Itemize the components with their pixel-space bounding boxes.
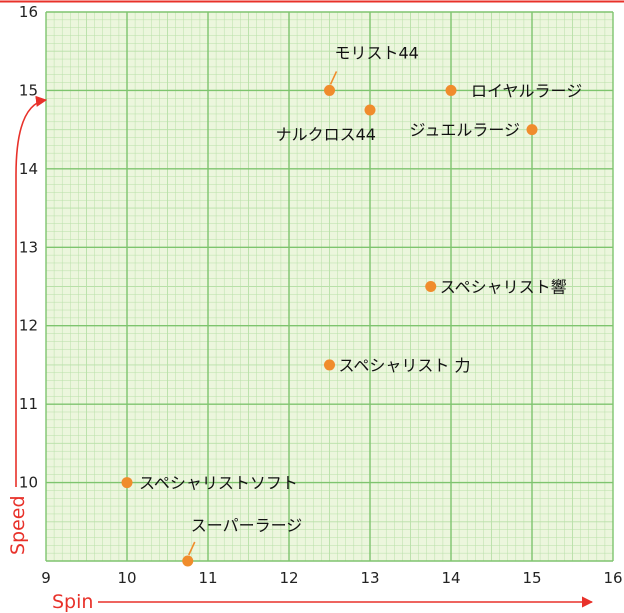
- point-label: ナルクロス44: [276, 125, 376, 144]
- data-point: [425, 281, 437, 292]
- y-tick-label: 10: [19, 474, 38, 492]
- point-label: スペシャリストソフト: [139, 474, 298, 493]
- x-tick-label: 13: [360, 569, 379, 587]
- y-axis-ticks: 16 15 14 13 12 11 10: [19, 3, 38, 492]
- minor-gridlines: [46, 12, 613, 561]
- point-label: スーパーラージ: [191, 516, 303, 535]
- y-tick-label: 15: [19, 81, 38, 99]
- data-point: [526, 124, 538, 136]
- x-axis-ticks: 9 10 11 12 13 14 15 16: [41, 569, 622, 587]
- y-tick-label: 11: [19, 395, 38, 413]
- x-tick-label: 10: [117, 569, 136, 587]
- data-point: [324, 84, 335, 96]
- y-tick-label: 16: [19, 3, 38, 21]
- data-point: [121, 477, 133, 489]
- point-label: ロイヤルラージ: [471, 81, 582, 100]
- y-tick-label: 12: [19, 317, 38, 335]
- y-tick-label: 14: [19, 160, 38, 178]
- data-points: [121, 84, 538, 567]
- x-axis-title: Spin: [52, 591, 93, 613]
- x-tick-label: 9: [41, 569, 51, 587]
- x-tick-label: 14: [441, 569, 460, 587]
- x-tick-label: 12: [279, 569, 298, 587]
- y-tick-label: 13: [19, 238, 38, 256]
- point-label: モリスト44: [335, 43, 419, 62]
- leader-line: [188, 541, 196, 556]
- label-leader-lines: [188, 71, 338, 556]
- y-axis-title: Speed: [7, 495, 29, 555]
- x-tick-label: 16: [603, 569, 622, 587]
- point-label: スペシャリスト響: [440, 278, 567, 297]
- leader-line: [329, 71, 338, 85]
- data-point: [364, 104, 376, 116]
- data-point: [182, 555, 194, 567]
- x-tick-label: 15: [522, 569, 541, 587]
- data-point: [324, 359, 335, 371]
- point-label: ジュエルラージ: [409, 121, 520, 140]
- point-label: スペシャリスト 力: [339, 356, 471, 375]
- x-tick-label: 11: [198, 569, 217, 587]
- data-point: [445, 84, 457, 96]
- y-axis-arrow: [15, 95, 48, 487]
